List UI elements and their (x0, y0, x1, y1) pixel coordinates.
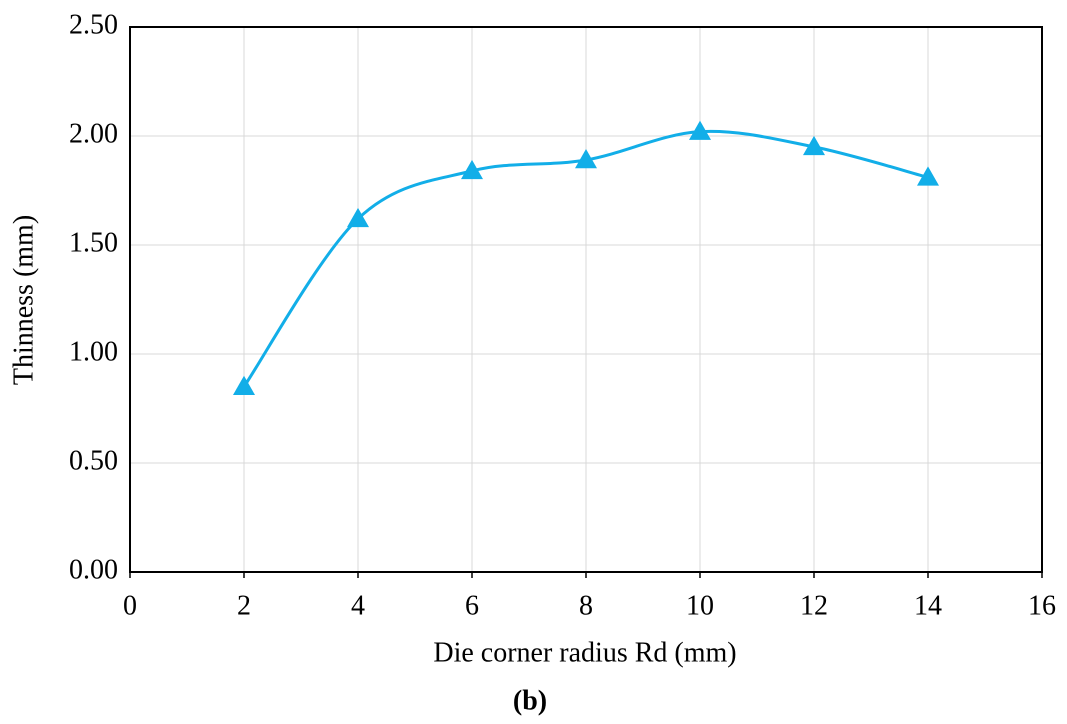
plot-frame (129, 26, 1043, 573)
y-tick-label: 2.00 (69, 118, 118, 149)
y-tick-label: 0.50 (69, 445, 118, 476)
x-tick-label: 6 (465, 590, 479, 621)
x-tick-label: 8 (579, 590, 593, 621)
y-tick-label: 0.00 (69, 554, 118, 585)
y-axis-title: Thinness (mm) (8, 215, 39, 385)
x-tick-label: 12 (800, 590, 828, 621)
data-point (233, 375, 255, 395)
x-tick-label: 14 (914, 590, 942, 621)
data-point (689, 120, 711, 140)
caption: (b) (513, 685, 547, 716)
data-point (917, 166, 939, 186)
x-tick-label: 16 (1028, 590, 1056, 621)
data-point (575, 148, 597, 169)
y-tick-label: 2.50 (69, 9, 118, 40)
data-point (803, 135, 825, 156)
x-axis-title: Die corner radius Rd (mm) (433, 637, 736, 668)
data-point (347, 207, 369, 228)
data-point (461, 159, 483, 180)
y-tick-label: 1.00 (69, 336, 118, 367)
x-tick-label: 4 (351, 590, 365, 621)
x-tick-label: 0 (123, 590, 137, 621)
y-tick-label: 1.50 (69, 227, 118, 258)
x-tick-label: 10 (686, 590, 714, 621)
x-tick-label: 2 (237, 590, 251, 621)
